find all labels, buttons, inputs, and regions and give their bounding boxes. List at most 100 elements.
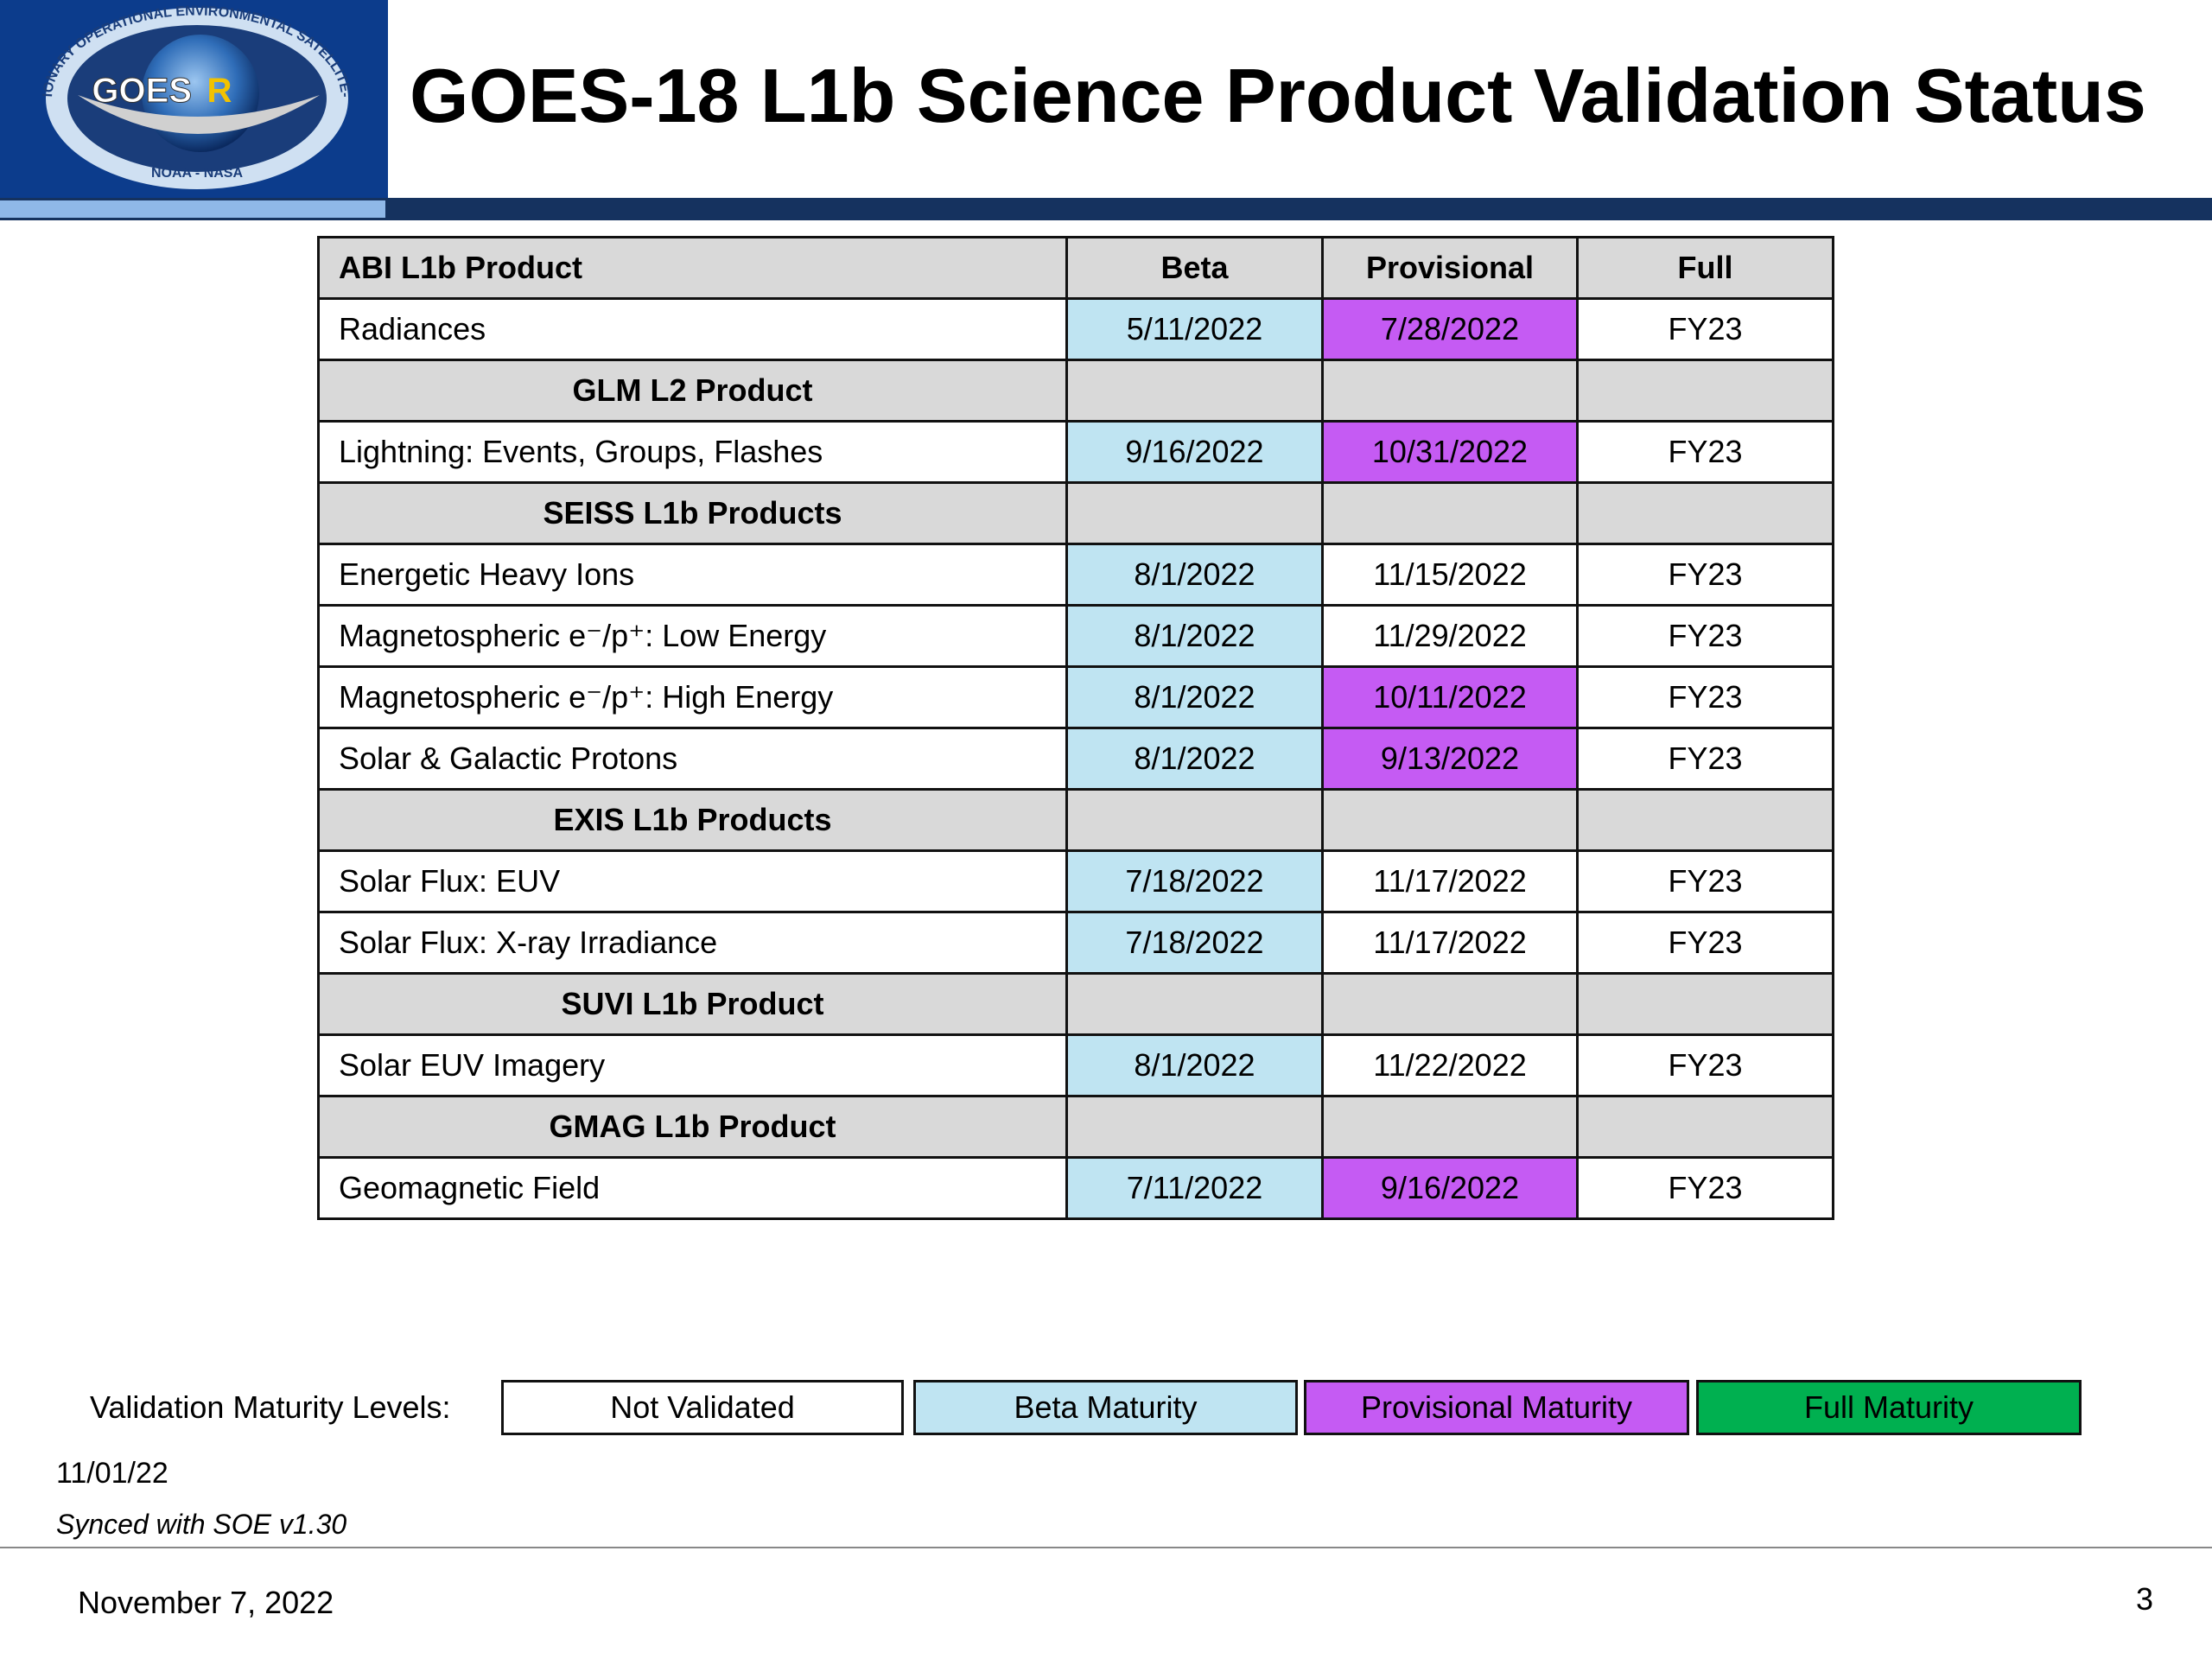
product-cell: Radiances — [317, 297, 1068, 361]
date-cell — [1576, 359, 1834, 423]
product-cell: Geomagnetic Field — [317, 1156, 1068, 1220]
date-cell: 9/16/2022 — [1321, 1156, 1579, 1220]
logo: GEOSTATIONARY OPERATIONAL ENVIRONMENTAL … — [0, 0, 353, 189]
section-row: ABI L1b Product Beta Provisional Full — [317, 236, 1834, 300]
note-sync: Synced with SOE v1.30 — [56, 1509, 347, 1540]
product-cell: Solar Flux: EUV — [317, 849, 1068, 913]
date-cell — [1321, 481, 1579, 545]
date-cell: 8/1/2022 — [1065, 543, 1324, 607]
item-row: Solar Flux: EUV 7/18/2022 11/17/2022 FY23 — [317, 849, 1834, 913]
product-cell: Energetic Heavy Ions — [317, 543, 1068, 607]
product-cell: Solar & Galactic Protons — [317, 727, 1068, 791]
date-cell — [1576, 481, 1834, 545]
date-cell: 11/22/2022 — [1321, 1033, 1579, 1097]
date-cell: 9/13/2022 — [1321, 727, 1579, 791]
date-cell: 11/29/2022 — [1321, 604, 1579, 668]
date-cell — [1065, 972, 1324, 1036]
date-cell — [1065, 788, 1324, 852]
legend-item: Provisional Maturity — [1304, 1380, 1689, 1435]
item-row: Magnetospheric e⁻/p⁺: High Energy 8/1/202… — [317, 665, 1834, 729]
item-row: Solar EUV Imagery 8/1/2022 11/22/2022 FY23 — [317, 1033, 1834, 1097]
date-cell: FY23 — [1576, 911, 1834, 975]
date-cell — [1065, 359, 1324, 423]
product-cell: EXIS L1b Products — [317, 788, 1068, 852]
date-cell: FY23 — [1576, 297, 1834, 361]
date-cell: FY23 — [1576, 1033, 1834, 1097]
date-cell — [1576, 1095, 1834, 1159]
date-cell: Provisional — [1321, 236, 1579, 300]
date-cell: 7/28/2022 — [1321, 297, 1579, 361]
date-cell: FY23 — [1576, 849, 1834, 913]
item-row: Energetic Heavy Ions 8/1/2022 11/15/2022 FY… — [317, 543, 1834, 607]
date-cell: FY23 — [1576, 420, 1834, 484]
title: GOES-18 L1b Science Product Validation S… — [410, 53, 2146, 138]
date-cell: 7/18/2022 — [1065, 849, 1324, 913]
product-cell: SEISS L1b Products — [317, 481, 1068, 545]
logo-agencies: NOAA - NASA — [151, 166, 244, 181]
date-cell: 7/11/2022 — [1065, 1156, 1324, 1220]
item-row: Solar Flux: X-ray Irradiance 7/18/2022 11/… — [317, 911, 1834, 975]
product-cell: Magnetospheric e⁻/p⁺: Low Energy — [317, 604, 1068, 668]
item-row: Solar & Galactic Protons 8/1/2022 9/13/202… — [317, 727, 1834, 791]
status-table: ABI L1b Product Beta Provisional Full Radian… — [317, 236, 1834, 1220]
date-cell: 8/1/2022 — [1065, 665, 1324, 729]
section-row: SEISS L1b Products — [317, 481, 1834, 545]
date-cell: Full — [1576, 236, 1834, 300]
date-cell: FY23 — [1576, 543, 1834, 607]
product-cell: Magnetospheric e⁻/p⁺: High Energy — [317, 665, 1068, 729]
product-cell: Solar Flux: X-ray Irradiance — [317, 911, 1068, 975]
date-cell: 8/1/2022 — [1065, 727, 1324, 791]
logo-panel: GEOSTATIONARY OPERATIONAL ENVIRONMENTAL … — [0, 0, 388, 198]
date-cell: Beta — [1065, 236, 1324, 300]
section-row: GLM L2 Product — [317, 359, 1834, 423]
section-row: SUVI L1b Product — [317, 972, 1834, 1036]
product-cell: ABI L1b Product — [317, 236, 1068, 300]
product-cell: Solar EUV Imagery — [317, 1033, 1068, 1097]
legend-label: Validation Maturity Levels: — [90, 1389, 451, 1425]
date-cell: FY23 — [1576, 665, 1834, 729]
date-cell — [1321, 972, 1579, 1036]
page-number: 3 — [2136, 1581, 2154, 1617]
date-cell: 8/1/2022 — [1065, 1033, 1324, 1097]
header-bar-accent — [0, 200, 385, 218]
date-cell: 10/11/2022 — [1321, 665, 1579, 729]
date-cell — [1321, 788, 1579, 852]
item-row: Magnetospheric e⁻/p⁺: Low Energy 8/1/2022… — [317, 604, 1834, 668]
section-row: GMAG L1b Product — [317, 1095, 1834, 1159]
date-cell: 8/1/2022 — [1065, 604, 1324, 668]
note-date: 11/01/22 — [56, 1457, 168, 1490]
product-cell: GMAG L1b Product — [317, 1095, 1068, 1159]
date-cell: FY23 — [1576, 1156, 1834, 1220]
logo-name: GOES — [92, 72, 192, 110]
item-row: Radiances 5/11/2022 7/28/2022 FY23 — [317, 297, 1834, 361]
date-cell: 10/31/2022 — [1321, 420, 1579, 484]
product-cell: SUVI L1b Product — [317, 972, 1068, 1036]
legend-item: Full Maturity — [1696, 1380, 2082, 1435]
footer-date: November 7, 2022 — [78, 1585, 334, 1620]
item-row: Lightning: Events, Groups, Flashes 9/16/2… — [317, 420, 1834, 484]
section-row: EXIS L1b Products — [317, 788, 1834, 852]
logo-swoosh — [78, 95, 320, 134]
logo-letter: R — [207, 72, 232, 110]
product-cell: Lightning: Events, Groups, Flashes — [317, 420, 1068, 484]
date-cell — [1065, 481, 1324, 545]
date-cell — [1576, 972, 1834, 1036]
legend-item: Beta Maturity — [913, 1380, 1298, 1435]
date-cell — [1321, 359, 1579, 423]
date-cell: 7/18/2022 — [1065, 911, 1324, 975]
date-cell — [1065, 1095, 1324, 1159]
product-cell: GLM L2 Product — [317, 359, 1068, 423]
date-cell: FY23 — [1576, 604, 1834, 668]
date-cell: 11/17/2022 — [1321, 849, 1579, 913]
item-row: Geomagnetic Field 7/11/2022 9/16/2022 FY23 — [317, 1156, 1834, 1220]
date-cell: 5/11/2022 — [1065, 297, 1324, 361]
date-cell: 11/15/2022 — [1321, 543, 1579, 607]
legend-item: Not Validated — [501, 1380, 904, 1435]
footer-rule — [0, 1547, 2212, 1548]
date-cell: 9/16/2022 — [1065, 420, 1324, 484]
date-cell — [1576, 788, 1834, 852]
date-cell: 11/17/2022 — [1321, 911, 1579, 975]
date-cell: FY23 — [1576, 727, 1834, 791]
date-cell — [1321, 1095, 1579, 1159]
